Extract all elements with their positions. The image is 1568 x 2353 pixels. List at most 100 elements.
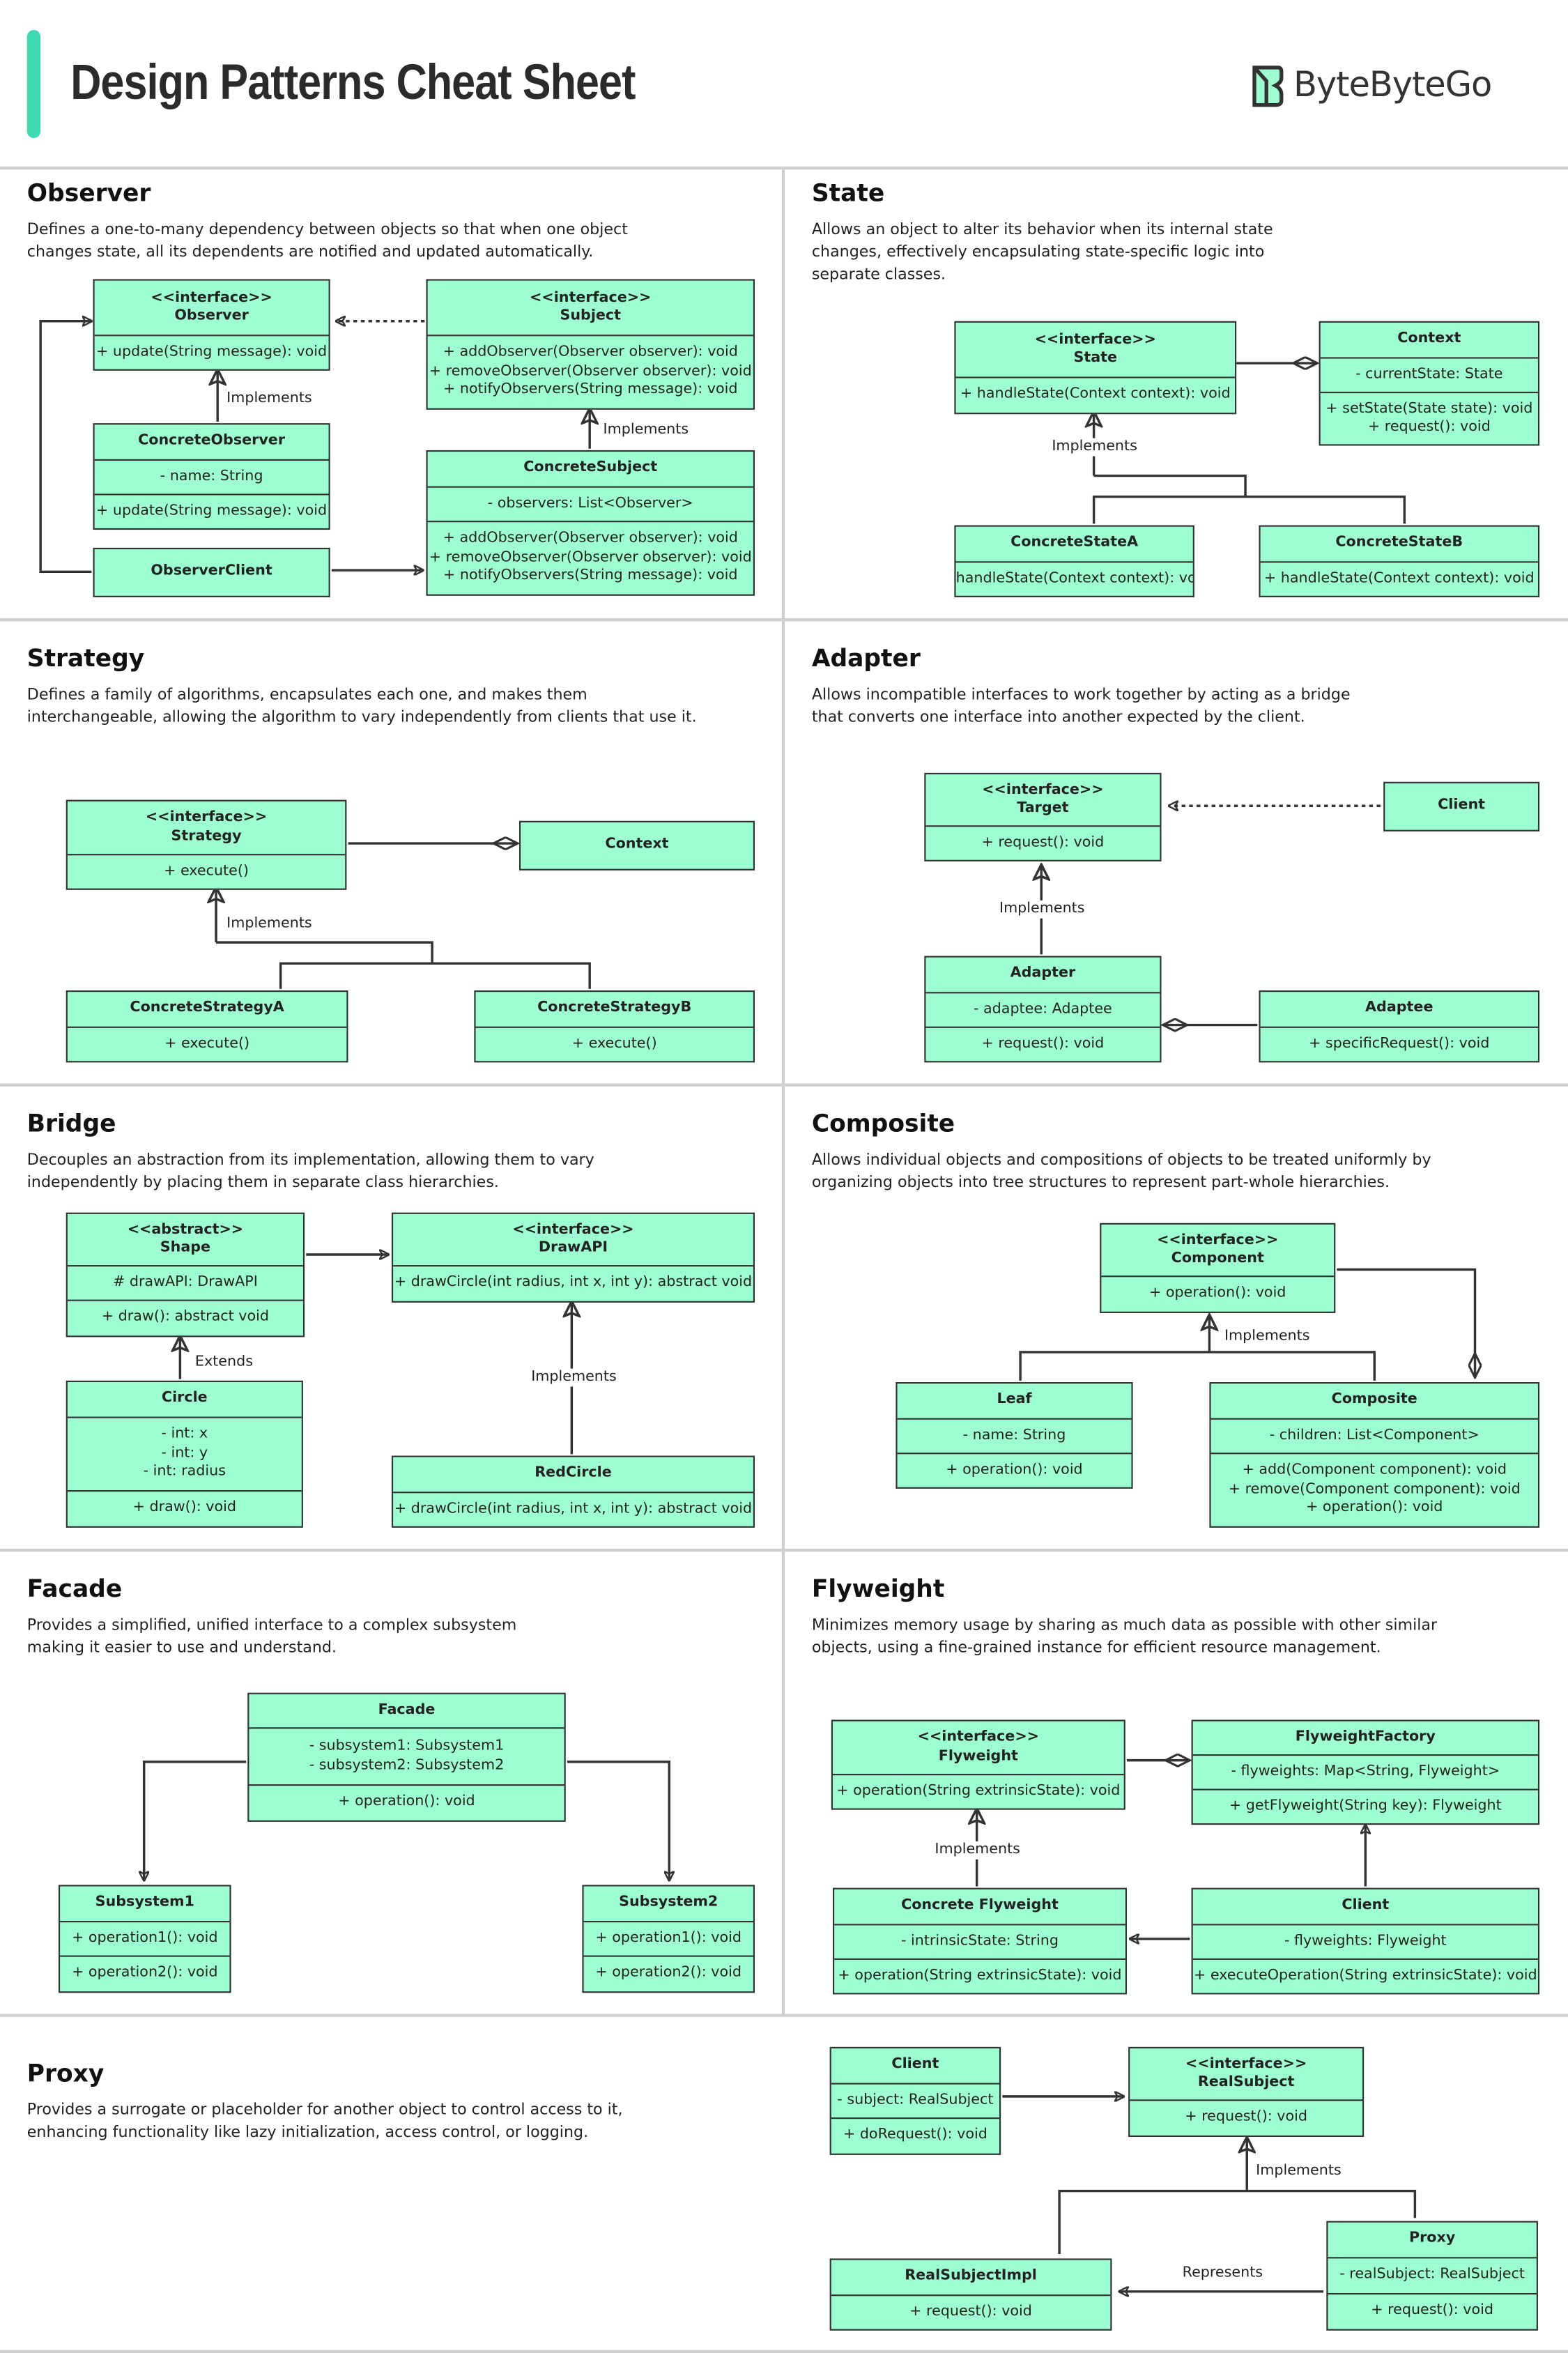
class-member: + operation(): void xyxy=(946,1461,1083,1478)
class-methods: + handleState(Context context): void xyxy=(1260,561,1538,596)
class-box-fl-flyweight: <<interface>> Flyweight + operation(String… xyxy=(831,1719,1125,1810)
class-member: + doRequest(): void xyxy=(843,2126,987,2144)
page-title: Design Patterns Cheat Sheet xyxy=(70,54,636,110)
class-box-fl-concrete: Concrete Flyweight - intrinsicState: Stri… xyxy=(832,1887,1127,1995)
class-member: + drawCircle(int radius, int x, int y): … xyxy=(394,1500,753,1517)
class-name: ConcreteStateA xyxy=(956,527,1193,562)
class-methods: + operation(): void xyxy=(897,1453,1132,1487)
class-member: ConcreteSubject xyxy=(523,459,658,477)
proxy-title: Proxy xyxy=(26,2059,105,2087)
class-attributes: - intrinsicState: String xyxy=(834,1924,1125,1959)
class-box-px-realsubject: <<interface>> RealSubject + request(): voi… xyxy=(1128,2046,1365,2138)
class-box-sg-b: ConcreteStrategyB + execute() xyxy=(474,990,755,1063)
class-member: - currentState: State xyxy=(1355,365,1503,383)
class-box-st-b: ConcreteStateB + handleState(Context cont… xyxy=(1259,525,1540,597)
class-name: Leaf xyxy=(898,1384,1132,1418)
class-member: - observers: List<Observer> xyxy=(487,494,693,512)
class-methods: + execute() xyxy=(67,854,346,889)
class-methods: + operation(): void xyxy=(249,1784,564,1821)
strategy-description: Defines a family of algorithms, encapsul… xyxy=(26,685,697,727)
class-name: RealSubjectImpl xyxy=(831,2260,1110,2295)
class-name: FlyweightFactory xyxy=(1193,1722,1538,1754)
class-box-sg-context: Context xyxy=(518,820,755,871)
class-member: Leaf xyxy=(997,1391,1032,1409)
observer-description: Defines a one-to-many dependency between… xyxy=(26,220,628,261)
class-member: - subsystem2: Subsystem2 xyxy=(309,1756,505,1773)
logo-text: ByteByteGo xyxy=(1293,66,1492,105)
class-box-ad-adaptee: Adaptee + specificRequest(): void xyxy=(1259,990,1540,1063)
class-name: Context xyxy=(1321,323,1538,358)
class-methods: + request(): void xyxy=(831,2294,1111,2329)
class-member: - int: y xyxy=(161,1444,208,1462)
class-box-obs-subject: <<interface>> Subject + addObserver(Observ… xyxy=(426,279,755,410)
class-member: State xyxy=(1073,349,1118,367)
class-member: Target xyxy=(1017,799,1069,817)
class-methods: + handleState(Context context): void xyxy=(955,561,1193,596)
state-title: State xyxy=(811,178,885,208)
divider xyxy=(0,2014,1568,2017)
class-member: + remove(Component component): void xyxy=(1228,1480,1521,1498)
composite-aggregation xyxy=(1337,1268,1475,1378)
class-attributes: - subsystem1: Subsystem1 - subsystem2: Su… xyxy=(249,1727,564,1784)
class-methods: + request(): void xyxy=(925,825,1160,860)
class-name: Circle xyxy=(68,1382,302,1417)
class-box-obs-concreteobserver: ConcreteObserver - name: String + update(S… xyxy=(93,423,330,530)
class-member: <<interface>> xyxy=(1157,1231,1279,1248)
class-attributes: - int: x- int: y- int: radius xyxy=(67,1416,302,1491)
class-name: Adapter xyxy=(925,958,1160,992)
flyweight-description: Minimizes memory usage by sharing as muc… xyxy=(811,1616,1438,1657)
class-member: RealSubjectImpl xyxy=(905,2267,1037,2285)
class-name: ConcreteStateB xyxy=(1261,527,1538,562)
class-name: <<interface>> Observer xyxy=(95,281,329,335)
class-methods: + specificRequest(): void xyxy=(1260,1026,1538,1061)
class-box-fa-sub1: Subsystem1 + operation1(): void + operatio… xyxy=(58,1885,231,1993)
state-hierarchy xyxy=(1093,474,1247,497)
observer-title: Observer xyxy=(26,178,151,208)
class-box-br-drawapi: <<interface>> DrawAPI + drawCircle(int rad… xyxy=(391,1212,755,1303)
class-member: - int: radius xyxy=(143,1463,226,1480)
class-member: + add(Component component): void xyxy=(1242,1462,1507,1479)
class-methods: + operation(String extrinsicState): void xyxy=(832,1773,1124,1809)
class-member: DrawAPI xyxy=(538,1239,608,1257)
class-member: <<interface>> xyxy=(1034,330,1156,348)
class-box-sg-strategy: <<interface>> Strategy + execute() xyxy=(66,799,347,890)
divider xyxy=(781,169,785,2016)
class-member: <<interface>> xyxy=(512,1220,634,1238)
class-member: + getFlyweight(String key): Flyweight xyxy=(1229,1797,1502,1814)
implements-label: Implements xyxy=(1224,1328,1310,1345)
class-methods: + update(String message): void xyxy=(94,335,329,369)
class-member: # drawAPI: DrawAPI xyxy=(112,1273,258,1291)
class-member: + handleState(Context context): void xyxy=(960,385,1231,403)
class-member: <<interface>> xyxy=(982,781,1104,798)
class-member: + request(): void xyxy=(1371,2302,1494,2320)
class-member: - int: x xyxy=(161,1425,208,1443)
class-member: ConcreteStrategyB xyxy=(537,999,692,1017)
class-name: Client xyxy=(1193,1890,1538,1924)
class-attributes: - name: String xyxy=(897,1418,1132,1453)
divider xyxy=(0,166,1568,170)
class-member: <<interface>> xyxy=(145,808,268,826)
class-member: Context xyxy=(1397,330,1461,347)
class-attributes: - name: String xyxy=(94,459,329,494)
class-member: Circle xyxy=(161,1390,208,1407)
class-box-obs-observer: <<interface>> Observer + update(String mes… xyxy=(93,279,330,371)
class-name: Proxy xyxy=(1328,2223,1537,2258)
implements-label: Implements xyxy=(531,1368,617,1387)
class-member: + request(): void xyxy=(981,1035,1105,1052)
proxy-hierarchy xyxy=(1058,2189,1417,2254)
class-member: Adaptee xyxy=(1365,999,1434,1017)
class-member: + handleState(Context context): void xyxy=(1263,569,1535,587)
class-member: + addObserver(Observer observer): void xyxy=(443,530,738,547)
class-member: FlyweightFactory xyxy=(1295,1728,1436,1745)
class-attributes: - realSubject: RealSubject xyxy=(1328,2257,1537,2293)
class-box-obs-client: ObserverClient xyxy=(93,547,330,597)
class-name: RedCircle xyxy=(393,1457,753,1492)
class-member: Client xyxy=(1438,797,1486,814)
class-member: Subsystem1 xyxy=(95,1894,194,1911)
class-member: + request(): void xyxy=(909,2303,1032,2320)
class-methods: + drawCircle(int radius, int x, int y): … xyxy=(393,1265,753,1301)
proxy-description: Provides a surrogate or placeholder for … xyxy=(26,2101,623,2142)
logo: ByteByteGo xyxy=(1248,63,1492,108)
class-member: RealSubject xyxy=(1197,2074,1295,2091)
class-name: <<abstract>> Shape xyxy=(68,1214,303,1265)
